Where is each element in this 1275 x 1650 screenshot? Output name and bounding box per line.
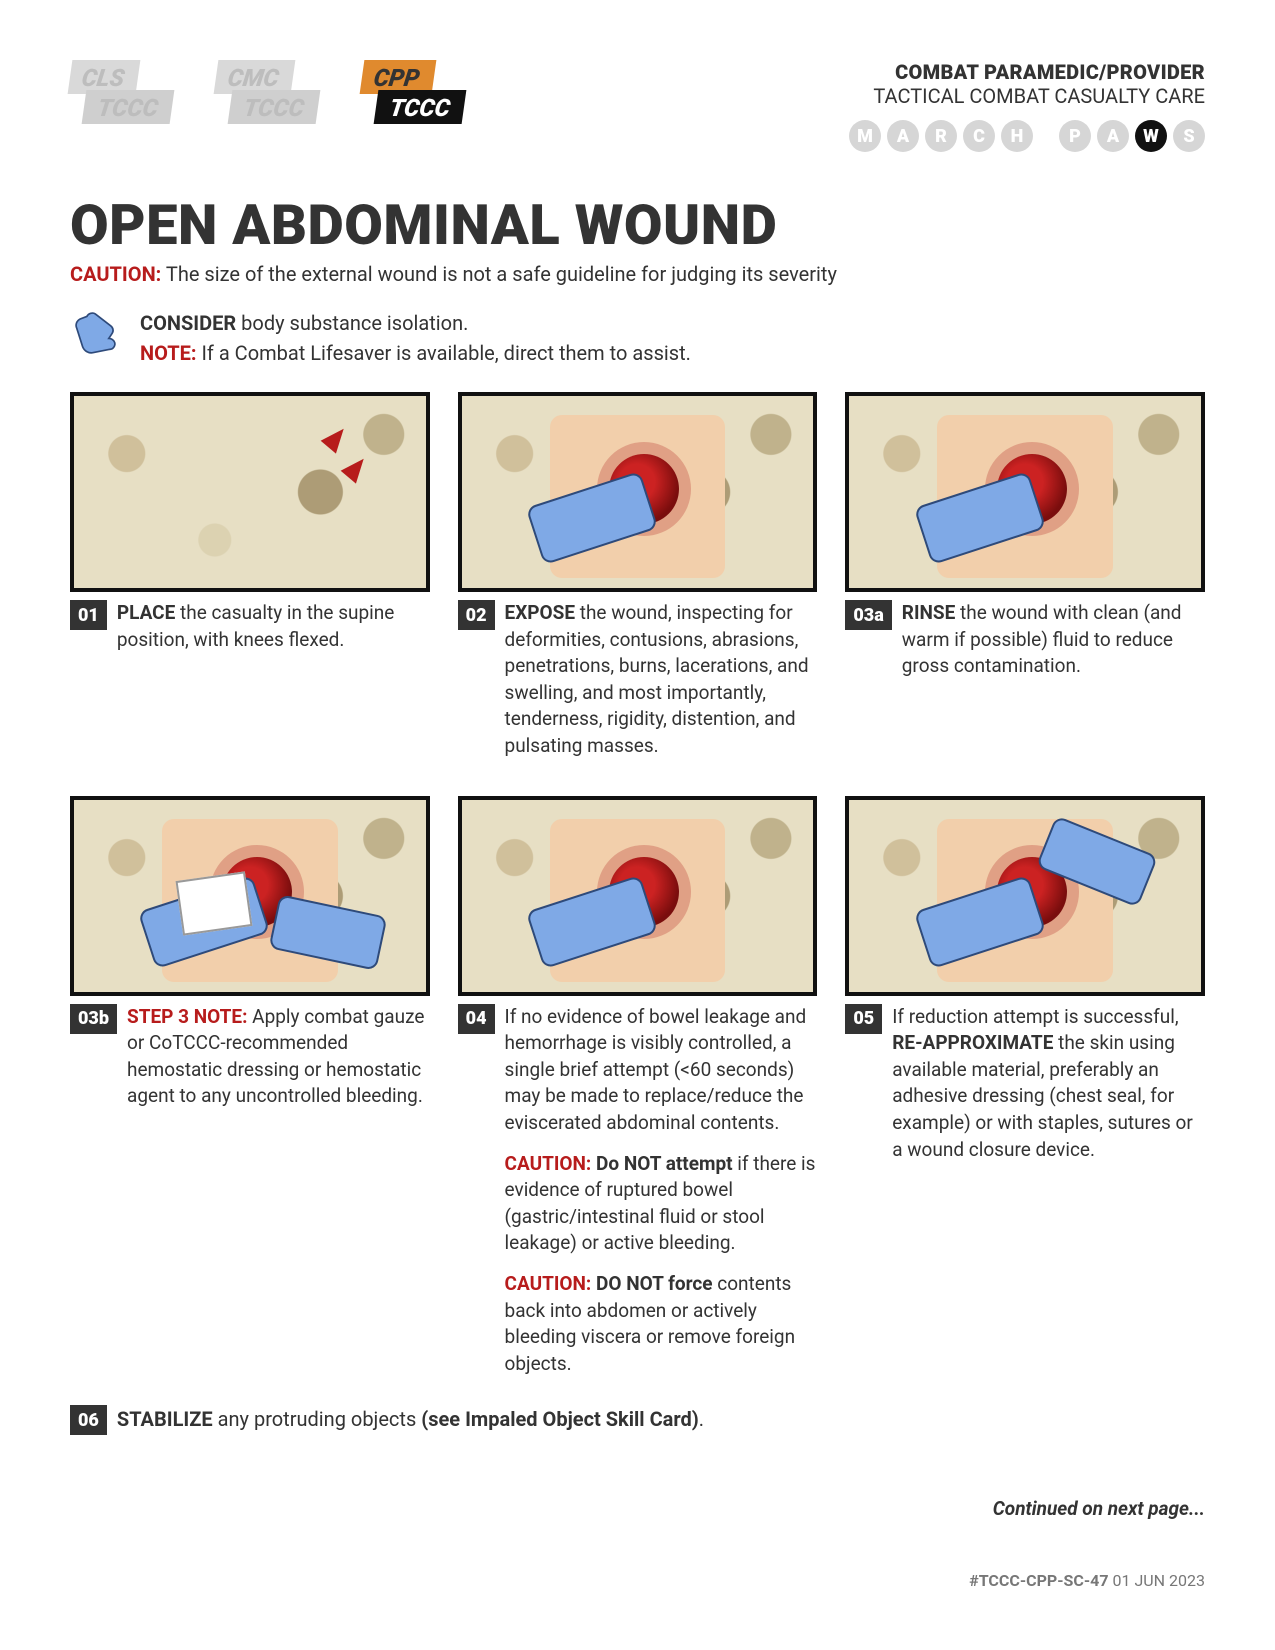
logo-bottom: TCCC [82,90,175,124]
step-text: If reduction attempt is successful, RE-A… [892,1004,1205,1164]
continued-label: Continued on next page... [993,1497,1205,1520]
step-illustration [845,796,1205,996]
final-step: 06 STABILIZE any protruding objects (see… [70,1405,1205,1435]
step-illustration [845,392,1205,592]
step-illustration [458,392,818,592]
logo-bottom: TCCC [228,90,321,124]
step-illustration [70,796,430,996]
logo-cmc: CMCTCCC [216,60,346,126]
step-text: If no evidence of bowel leakage and hemo… [505,1004,818,1378]
step-number-badge: 05 [845,1004,882,1034]
step-number-badge: 02 [458,600,495,630]
step-text: RINSE the wound with clean (and warm if … [902,600,1205,680]
glove-icon [70,308,124,362]
logo-cls: CLSTCCC [70,60,200,126]
footer-code: #TCCC-CPP-SC-47 [969,1571,1108,1590]
role-line: COMBAT PARAMEDIC/PROVIDER [849,60,1205,84]
step-01: 01 PLACE the casualty in the supine posit… [70,392,430,760]
step-number-badge: 04 [458,1004,495,1034]
step-number-badge: 01 [70,600,107,630]
mnemonic-h: H [1001,120,1033,152]
step-illustration [458,796,818,996]
step-text: STEP 3 NOTE: Apply combat gauze or CoTCC… [127,1004,430,1110]
step-text: PLACE the casualty in the supine positio… [117,600,430,653]
step-03b: 03b STEP 3 NOTE: Apply combat gauze or Co… [70,796,430,1378]
logo-top: CLS [68,60,141,94]
note-label: NOTE: [140,341,197,365]
page-title: OPEN ABDOMINAL WOUND [70,192,1205,258]
step-number-badge: 06 [70,1405,107,1435]
logo-top: CMC [214,60,296,94]
step-04: 04 If no evidence of bowel leakage and he… [458,796,818,1378]
mnemonic-r: R [925,120,957,152]
logo-bottom: TCCC [374,90,467,124]
steps-grid: 01 PLACE the casualty in the supine posit… [70,392,1205,1377]
footer-id: #TCCC-CPP-SC-47 01 JUN 2023 [969,1571,1205,1590]
note-text: If a Combat Lifesaver is available, dire… [197,341,691,365]
mnemonic-w: W [1135,120,1167,152]
mnemonic-c: C [963,120,995,152]
intro-text: CONSIDER body substance isolation. NOTE:… [140,308,691,368]
header: CLSTCCCCMCTCCCCPPTCCC COMBAT PARAMEDIC/P… [70,60,1205,152]
program-line: TACTICAL COMBAT CASUALTY CARE [849,84,1205,108]
consider-text: body substance isolation. [236,311,468,335]
step-illustration [70,392,430,592]
mnemonic-m: M [849,120,881,152]
mnemonic-p: P [1059,120,1091,152]
logo-group: CLSTCCCCMCTCCCCPPTCCC [70,60,492,126]
step-02: 02 EXPOSE the wound, inspecting for defor… [458,392,818,760]
step-05: 05 If reduction attempt is successful, RE… [845,796,1205,1378]
footer-date: 01 JUN 2023 [1109,1571,1205,1590]
mnemonic-s: S [1173,120,1205,152]
caution-label: CAUTION: [70,262,161,286]
step-number-badge: 03a [845,600,891,630]
step-text: EXPOSE the wound, inspecting for deformi… [505,600,818,760]
mnemonic-badges: MARCHPAWS [849,120,1205,152]
logo-top: CPP [360,60,436,94]
consider-label: CONSIDER [140,311,236,335]
step-number-badge: 03b [70,1004,117,1034]
step-03a: 03a RINSE the wound with clean (and warm … [845,392,1205,760]
intro-row: CONSIDER body substance isolation. NOTE:… [70,308,1205,368]
final-step-text: STABILIZE any protruding objects (see Im… [117,1405,704,1433]
logo-cpp: CPPTCCC [362,60,492,126]
caution-text: The size of the external wound is not a … [166,262,837,286]
mnemonic-a: A [887,120,919,152]
mnemonic-a: A [1097,120,1129,152]
header-right: COMBAT PARAMEDIC/PROVIDER TACTICAL COMBA… [849,60,1205,152]
caution-line: CAUTION: The size of the external wound … [70,262,1205,286]
